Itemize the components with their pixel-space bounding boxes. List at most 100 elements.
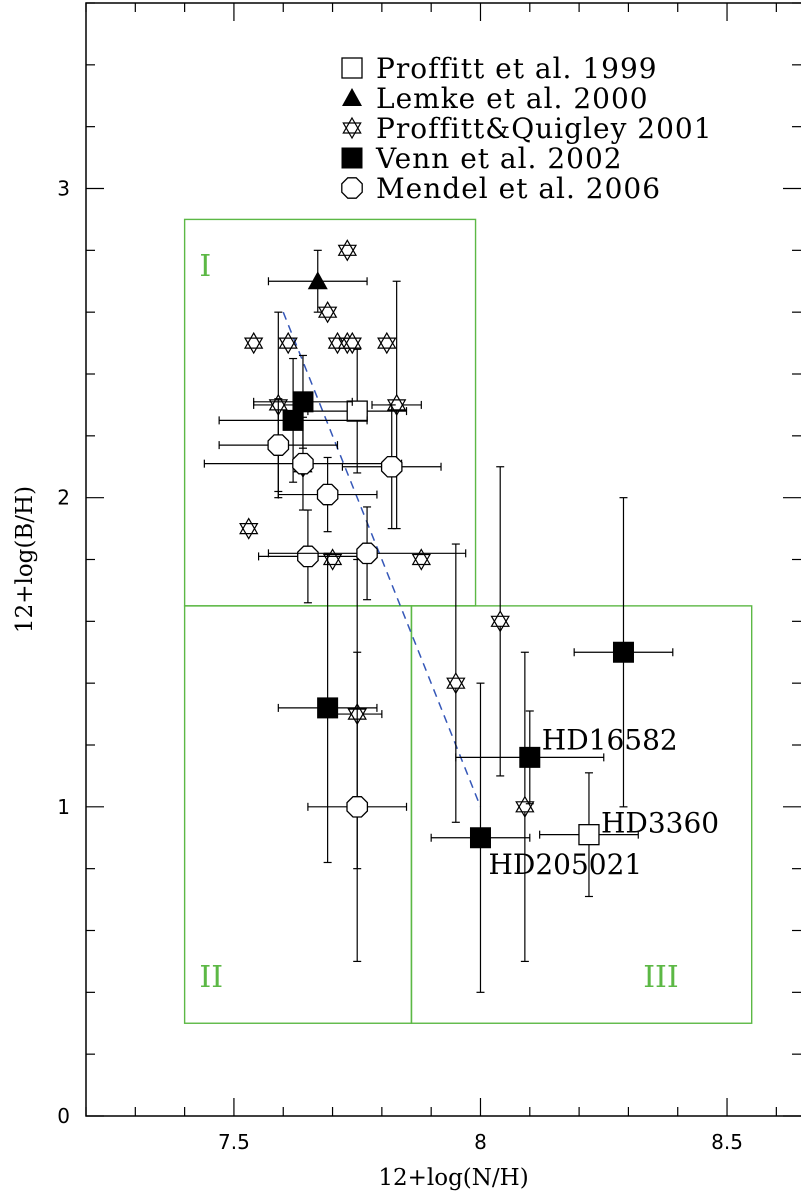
data-point	[377, 331, 397, 355]
filled-triangle-marker	[342, 88, 362, 106]
open-hexagon-marker	[292, 452, 314, 475]
star-triangle-up	[337, 239, 358, 256]
x-tick-label: 8.5	[711, 1130, 743, 1154]
open-hexagon-marker	[267, 434, 290, 456]
filled-triangle-marker	[307, 271, 328, 290]
region-box	[410, 605, 753, 1024]
star-triangle-down	[490, 615, 510, 633]
data-point	[278, 331, 298, 355]
open-square-marker	[341, 57, 363, 79]
legend-label: Proffitt et al. 1999	[376, 52, 658, 85]
legend-marker	[342, 88, 362, 106]
filled-square-marker	[282, 409, 304, 431]
star-triangle-down	[411, 553, 432, 571]
data-point	[239, 517, 259, 540]
y-tick-label: 2	[57, 486, 70, 510]
data-point	[490, 610, 510, 633]
region-label: I	[199, 249, 211, 284]
data-point	[317, 300, 338, 324]
star-label: HD3360	[601, 807, 719, 840]
data-point	[386, 393, 407, 417]
star-triangle-up	[342, 331, 362, 349]
y-tick-label: 3	[57, 177, 70, 201]
star-triangle-up	[239, 517, 259, 535]
y-tick-label: 1	[57, 795, 70, 819]
star-triangle-down	[377, 337, 397, 355]
legend-marker	[341, 147, 363, 169]
x-tick-label: 7.5	[218, 1130, 250, 1154]
star-triangle-up	[243, 331, 264, 349]
data-point	[346, 400, 368, 422]
legend-label: Proffitt&Quigley 2001	[376, 112, 713, 145]
series-mendel-et-al-2006	[203, 398, 467, 963]
filled-square-marker	[317, 697, 339, 719]
data-point	[322, 548, 343, 571]
open-hexagon-marker	[341, 177, 363, 199]
legend-label: Venn et al. 2002	[375, 142, 623, 175]
y-axis-title: 12+log(B/H)	[12, 486, 38, 633]
star-triangle-up	[411, 548, 432, 566]
star-triangle-down	[515, 801, 535, 819]
data-point	[356, 542, 378, 565]
legend-label: Lemke et al. 2000	[376, 82, 649, 115]
star-triangle-up	[278, 331, 298, 349]
legend-marker	[342, 116, 362, 140]
star-triangle-down	[243, 337, 264, 355]
region-label: II	[199, 960, 223, 995]
star-triangle-down	[386, 399, 407, 417]
series-proffitt-et-al-1999	[307, 348, 639, 898]
data-point	[446, 671, 466, 695]
legend-marker	[341, 57, 363, 79]
region-box	[183, 218, 477, 607]
data-point	[337, 239, 358, 262]
trend-line	[282, 311, 482, 808]
data-point	[297, 545, 319, 568]
open-hexagon-marker	[316, 483, 339, 506]
filled-square-marker	[612, 641, 634, 663]
data-point	[292, 452, 314, 475]
legend-marker	[341, 177, 363, 199]
data-point	[346, 796, 369, 818]
star-triangle-down	[446, 677, 466, 695]
open-square-marker	[346, 400, 368, 422]
filled-square-marker	[292, 391, 314, 413]
open-hexagon-marker	[297, 545, 319, 568]
star-triangle-down	[342, 337, 362, 355]
star-triangle-up	[342, 116, 362, 134]
star-triangle-down	[278, 337, 298, 355]
star-triangle-up	[377, 331, 397, 349]
y-tick-label: 0	[57, 1104, 70, 1128]
x-axis-title: 12+log(N/H)	[378, 1165, 528, 1191]
star-label: HD16582	[542, 723, 678, 756]
series-lemke-et-al-2000	[267, 249, 368, 313]
data-point	[411, 548, 432, 571]
data-point	[519, 746, 541, 768]
star-triangle-up	[317, 300, 338, 318]
filled-square-marker	[469, 827, 491, 849]
star-triangle-down	[337, 244, 358, 262]
x-tick-label: 8	[474, 1130, 487, 1154]
data-point	[469, 827, 491, 849]
star-triangle-up	[490, 610, 510, 627]
open-hexagon-marker	[356, 542, 378, 565]
data-point	[267, 434, 290, 456]
open-hexagon-marker	[380, 455, 403, 478]
data-point	[307, 271, 328, 290]
star-triangle-up	[386, 393, 407, 411]
star-label: HD205021	[488, 848, 642, 881]
data-point	[292, 391, 314, 413]
star-triangle-down	[239, 522, 259, 540]
data-point	[380, 455, 403, 478]
series-venn-et-al-2002	[218, 354, 674, 993]
star-triangle-down	[317, 306, 338, 324]
legend-label: Mendel et al. 2006	[376, 172, 661, 205]
data-point	[578, 824, 600, 846]
filled-square-marker	[519, 746, 541, 768]
data-point	[282, 409, 304, 431]
star-triangle-up	[446, 671, 466, 689]
data-point	[342, 331, 362, 355]
data-point	[243, 331, 264, 355]
open-hexagon-marker	[346, 796, 369, 818]
